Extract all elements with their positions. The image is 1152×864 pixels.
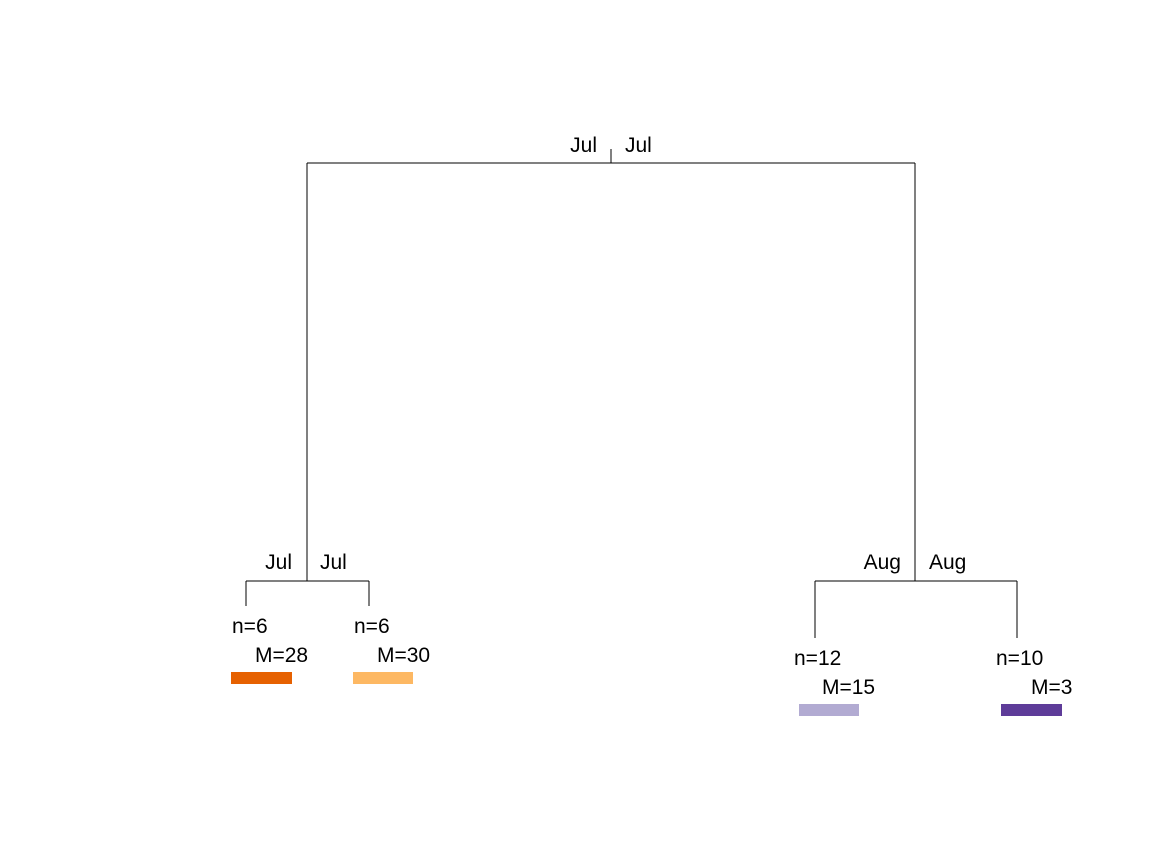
leaf-3-m-label: M=15 [822, 676, 875, 699]
leaf-2: n=6 M=30 [353, 615, 430, 684]
left-node-split: Jul Jul [245, 551, 370, 606]
leaf-4: n=10 M=3 [996, 647, 1072, 716]
right-node-split: Aug Aug [814, 551, 1018, 638]
leaf-1-n-label: n=6 [232, 615, 268, 638]
leaf-2-n-label: n=6 [354, 615, 390, 638]
leaf-3-color-bar [799, 704, 859, 716]
leaf-4-color-bar [1001, 704, 1062, 716]
left-node-split-left-label: Jul [265, 551, 292, 574]
right-node-split-right-label: Aug [929, 551, 966, 574]
root-split-left-label: Jul [570, 134, 597, 157]
root-split: Jul Jul [306, 134, 916, 581]
leaf-1: n=6 M=28 [231, 615, 308, 684]
right-node-split-left-label: Aug [864, 551, 901, 574]
leaf-3-n-label: n=12 [794, 647, 841, 670]
leaf-1-m-label: M=28 [255, 644, 308, 667]
leaf-3: n=12 M=15 [794, 647, 875, 716]
leaf-4-m-label: M=3 [1031, 676, 1072, 699]
root-split-right-label: Jul [625, 134, 652, 157]
left-node-split-right-label: Jul [320, 551, 347, 574]
leaf-4-n-label: n=10 [996, 647, 1043, 670]
leaf-1-color-bar [231, 672, 292, 684]
leaf-2-m-label: M=30 [377, 644, 430, 667]
leaf-2-color-bar [353, 672, 413, 684]
